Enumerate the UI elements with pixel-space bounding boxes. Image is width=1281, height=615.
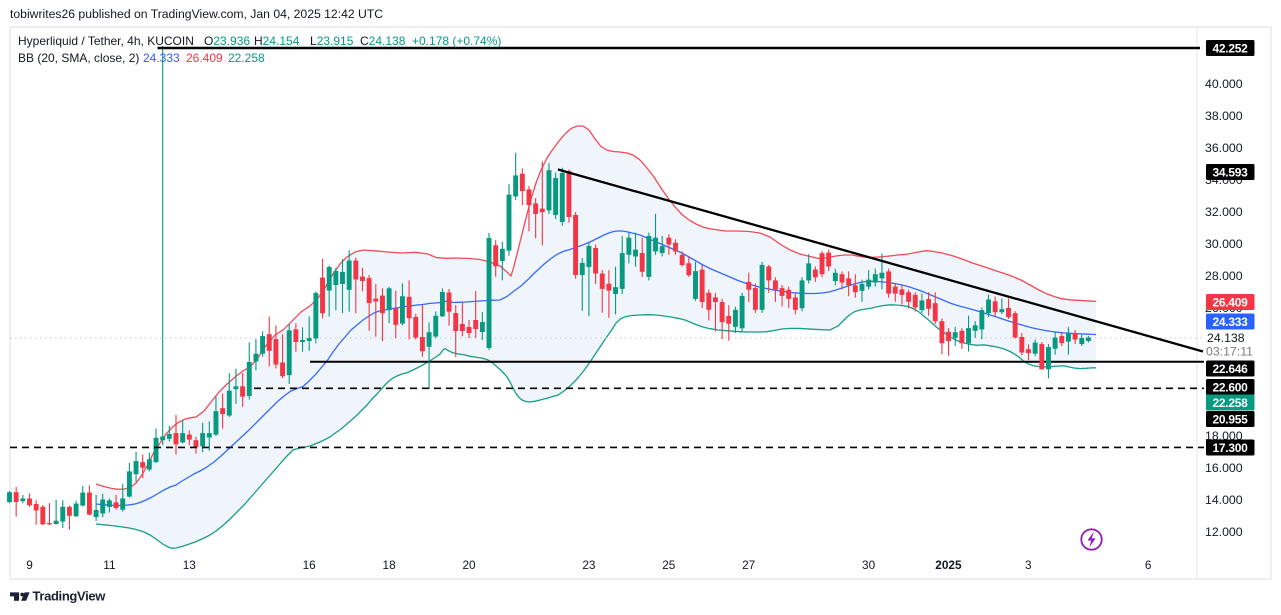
svg-text:TradingView: TradingView [33, 589, 107, 604]
svg-text:O23.936: O23.936 [204, 34, 250, 48]
svg-text:32.000: 32.000 [1205, 205, 1243, 219]
svg-text:17.300: 17.300 [1213, 441, 1249, 455]
svg-text:22.258: 22.258 [228, 51, 265, 65]
svg-text:28.000: 28.000 [1205, 269, 1243, 283]
svg-text:03:17:11: 03:17:11 [1206, 345, 1253, 359]
svg-text:24.333: 24.333 [1213, 315, 1249, 329]
svg-text:18: 18 [383, 558, 397, 572]
svg-text:26.409: 26.409 [186, 51, 223, 65]
svg-text:20.955: 20.955 [1213, 413, 1249, 427]
svg-text:3: 3 [1025, 558, 1032, 572]
svg-text:26.409: 26.409 [1213, 296, 1249, 310]
svg-text:22.600: 22.600 [1213, 381, 1249, 395]
svg-text:42.252: 42.252 [1213, 42, 1249, 56]
svg-text:13: 13 [183, 558, 197, 572]
svg-text:tobiwrites26 published on Trad: tobiwrites26 published on TradingView.co… [10, 7, 383, 21]
svg-text:23: 23 [582, 558, 596, 572]
svg-text:34.593: 34.593 [1213, 166, 1249, 180]
svg-text:C24.138: C24.138 [360, 34, 406, 48]
svg-text:38.000: 38.000 [1205, 109, 1243, 123]
svg-text:H24.154: H24.154 [254, 34, 300, 48]
svg-text:36.000: 36.000 [1205, 141, 1243, 155]
svg-text:BB (20, SMA, close, 2): BB (20, SMA, close, 2) [18, 51, 139, 65]
svg-text:6: 6 [1145, 558, 1152, 572]
svg-text:22.646: 22.646 [1213, 362, 1249, 376]
svg-text:2025: 2025 [935, 558, 962, 572]
svg-text:24.333: 24.333 [143, 51, 180, 65]
svg-text:22.258: 22.258 [1213, 396, 1249, 410]
svg-text:11: 11 [103, 558, 115, 572]
svg-text:Hyperliquid / Tether, 4h, KUCO: Hyperliquid / Tether, 4h, KUCOIN [18, 34, 194, 48]
svg-text:40.000: 40.000 [1205, 77, 1243, 91]
svg-text:24.138: 24.138 [1207, 331, 1245, 345]
svg-text:16.000: 16.000 [1205, 461, 1243, 475]
svg-text:9: 9 [26, 558, 33, 572]
svg-text:12.000: 12.000 [1205, 525, 1243, 539]
svg-text:20: 20 [462, 558, 476, 572]
svg-text:16: 16 [303, 558, 317, 572]
svg-text:+0.178 (+0.74%): +0.178 (+0.74%) [412, 34, 501, 48]
svg-text:27: 27 [742, 558, 755, 572]
svg-text:L23.915: L23.915 [310, 34, 354, 48]
svg-text:14.000: 14.000 [1205, 493, 1243, 507]
svg-text:30: 30 [862, 558, 876, 572]
svg-text:25: 25 [662, 558, 676, 572]
svg-text:30.000: 30.000 [1205, 237, 1243, 251]
